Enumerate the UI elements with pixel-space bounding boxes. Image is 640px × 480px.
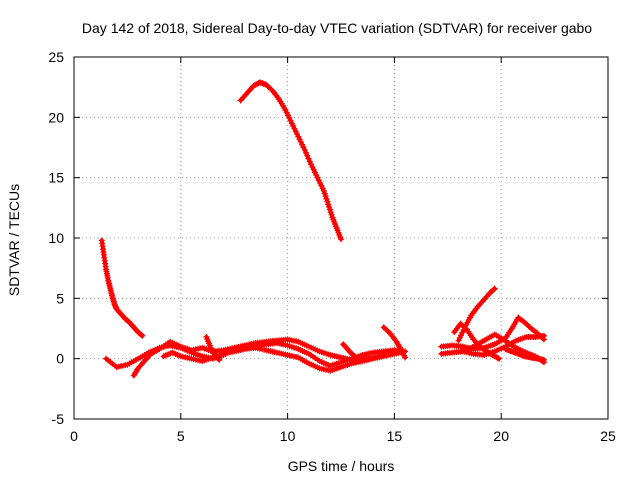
x-tick-label: 0 [70,428,78,444]
y-tick-label: 10 [48,230,64,246]
series-8 [340,341,359,361]
data-point [323,195,330,202]
data-point [300,144,307,151]
series-14 [502,346,547,363]
data-layer [98,79,547,379]
data-point [325,201,332,208]
data-point [326,206,333,213]
data-point [216,356,223,363]
series-6 [203,333,223,363]
data-point [456,334,463,341]
data-point [288,120,295,127]
data-point [352,353,359,360]
data-point [306,158,313,165]
data-point [328,211,335,218]
data-point [311,169,318,176]
data-point [299,141,306,148]
data-point [296,136,303,143]
data-point [458,332,465,339]
data-point [338,236,344,243]
data-point [304,152,311,159]
data-point [315,177,322,184]
x-tick-label: 25 [600,428,616,444]
chart-title: Day 142 of 2018, Sidereal Day-to-day VTE… [82,20,592,36]
data-point [313,172,320,179]
data-point [324,198,331,205]
data-point [320,187,327,194]
x-axis-label: GPS time / hours [288,458,395,474]
y-tick-label: 0 [56,351,64,367]
x-axis: 0 5 10 15 20 25 [70,57,616,444]
data-point [215,355,222,362]
y-tick-label: -5 [52,411,65,427]
data-point [290,123,297,130]
data-point [309,164,316,171]
data-point [138,332,145,339]
data-point [402,354,409,361]
x-tick-label: 15 [387,428,403,444]
series-7 [380,324,409,361]
series-2 [98,237,146,339]
y-tick-label: 20 [48,109,64,125]
data-point [301,146,308,153]
data-point [297,138,304,145]
x-tick-label: 10 [280,428,296,444]
y-axis-label: SDTVAR / TECUs [6,184,22,296]
data-point [295,133,302,140]
data-point [282,107,289,114]
y-tick-label: 25 [48,49,64,65]
data-point [285,112,292,119]
data-point [293,130,300,137]
data-point [283,109,290,116]
data-point [491,285,498,292]
data-point [490,286,497,293]
data-point [286,115,293,122]
data-point [322,193,329,200]
data-point [455,337,462,344]
data-point [494,354,501,361]
data-point [352,354,359,361]
data-point [321,190,328,197]
data-point [540,332,547,339]
data-point [462,325,469,332]
series-4 [130,336,398,379]
data-point [139,332,146,339]
y-tick-label: 15 [48,170,64,186]
data-point [326,203,333,210]
data-point [540,356,547,363]
data-point [317,179,324,186]
x-tick-label: 5 [177,428,185,444]
data-point [292,128,299,135]
data-point [496,355,503,362]
data-point [287,117,294,124]
data-point [459,329,466,336]
data-point [327,209,334,216]
series-1 [237,79,344,243]
data-point [305,155,312,162]
data-point [318,182,325,189]
data-point [302,149,309,156]
x-tick-label: 20 [493,428,509,444]
data-point [314,174,321,181]
data-point [308,161,315,168]
data-point [319,185,326,192]
gridlines [74,57,608,419]
y-tick-label: 5 [56,290,64,306]
series-13 [451,320,503,362]
y-axis: -5 0 5 10 15 20 25 [48,49,608,427]
data-point [291,125,298,132]
data-point [310,166,317,173]
